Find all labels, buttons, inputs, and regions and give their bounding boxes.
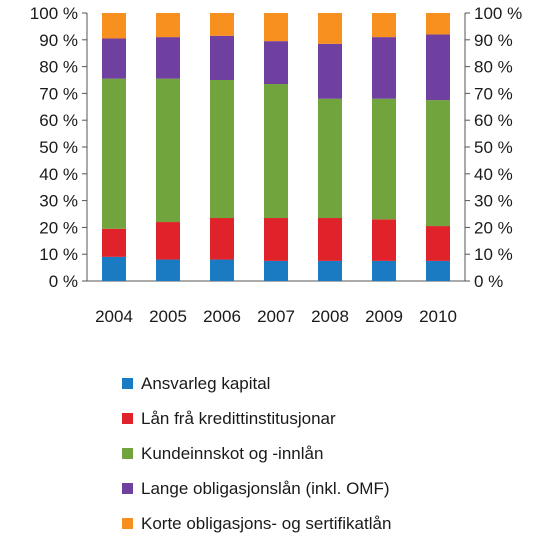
bar-segment bbox=[372, 37, 396, 99]
bar-segment bbox=[210, 218, 234, 260]
right-tick-label: 50 % bbox=[474, 138, 513, 157]
left-tick-label: 30 % bbox=[39, 192, 78, 211]
left-tick-label: 70 % bbox=[39, 84, 78, 103]
bar-segment bbox=[372, 219, 396, 261]
legend: Ansvarleg kapital Lån frå kredittinstitus… bbox=[122, 366, 391, 541]
bar-segment bbox=[264, 84, 288, 219]
legend-label: Ansvarleg kapital bbox=[141, 373, 271, 393]
legend-swatch bbox=[122, 448, 133, 459]
left-y-axis: 0 % 10 % 20 % 30 % 40 % 50 % 60 % 70 % 80 % 90 % 1… bbox=[30, 4, 465, 291]
bar-segment bbox=[318, 98, 342, 219]
legend-swatch bbox=[122, 378, 133, 389]
legend-item: Korte obligasjons- og sertifikatlån bbox=[122, 506, 391, 541]
right-tick-label: 0 % bbox=[474, 272, 503, 291]
right-tick-label: 90 % bbox=[474, 31, 513, 50]
legend-swatch bbox=[122, 483, 133, 494]
legend-item: Kundeinnskot og -innlån bbox=[122, 436, 391, 471]
x-tick-label: 2010 bbox=[419, 307, 457, 326]
bar-segment bbox=[210, 35, 234, 80]
bar-segment bbox=[264, 41, 288, 85]
bar-segment bbox=[372, 98, 396, 220]
legend-swatch bbox=[122, 518, 133, 529]
bar-segment bbox=[210, 13, 234, 36]
left-tick-label: 20 % bbox=[39, 218, 78, 237]
bar-segment bbox=[372, 260, 396, 281]
x-tick-label: 2006 bbox=[203, 307, 241, 326]
bar-segment bbox=[156, 78, 180, 223]
bar-segment bbox=[318, 13, 342, 44]
left-tick-label: 10 % bbox=[39, 245, 78, 264]
right-tick-label: 30 % bbox=[474, 192, 513, 211]
legend-label: Kundeinnskot og -innlån bbox=[141, 443, 324, 463]
bar-segment bbox=[156, 222, 180, 260]
bar-segment bbox=[156, 259, 180, 281]
x-axis-labels: 2004 2005 2006 2007 2008 2009 2010 bbox=[95, 307, 457, 326]
right-tick-label: 10 % bbox=[474, 245, 513, 264]
legend-item: Ansvarleg kapital bbox=[122, 366, 391, 401]
bar-segment bbox=[372, 13, 396, 38]
left-tick-label: 0 % bbox=[49, 272, 78, 291]
bar-segment bbox=[210, 80, 234, 219]
right-tick-label: 60 % bbox=[474, 111, 513, 130]
x-tick-label: 2005 bbox=[149, 307, 187, 326]
bar-segment bbox=[264, 218, 288, 261]
x-tick-label: 2004 bbox=[95, 307, 133, 326]
x-tick-label: 2007 bbox=[257, 307, 295, 326]
legend-swatch bbox=[122, 413, 133, 424]
bar-segment bbox=[156, 13, 180, 38]
legend-item: Lange obligasjonslån (inkl. OMF) bbox=[122, 471, 391, 506]
bar-segment bbox=[102, 38, 126, 79]
bar-segment bbox=[102, 256, 126, 281]
bar-segment bbox=[156, 37, 180, 79]
bar-segment bbox=[426, 13, 450, 35]
bar-segment bbox=[426, 100, 450, 227]
left-tick-label: 50 % bbox=[39, 138, 78, 157]
right-tick-label: 40 % bbox=[474, 165, 513, 184]
right-tick-label: 70 % bbox=[474, 84, 513, 103]
bar-segment bbox=[210, 259, 234, 281]
bar-segment bbox=[102, 78, 126, 229]
left-tick-label: 80 % bbox=[39, 58, 78, 77]
bar-segment bbox=[264, 13, 288, 42]
bar-stacks bbox=[102, 13, 450, 281]
legend-label: Lange obligasjonslån (inkl. OMF) bbox=[141, 478, 390, 498]
left-tick-label: 90 % bbox=[39, 31, 78, 50]
bar-segment bbox=[318, 218, 342, 261]
left-tick-label: 100 % bbox=[30, 4, 78, 23]
legend-label: Korte obligasjons- og sertifikatlån bbox=[141, 513, 392, 533]
bar-segment bbox=[102, 13, 126, 39]
bar-segment bbox=[102, 228, 126, 257]
bar-segment bbox=[426, 260, 450, 281]
left-tick-label: 60 % bbox=[39, 111, 78, 130]
right-tick-label: 100 % bbox=[474, 4, 522, 23]
bar-segment bbox=[264, 260, 288, 281]
right-tick-label: 20 % bbox=[474, 218, 513, 237]
bar-segment bbox=[318, 260, 342, 281]
bar-segment bbox=[318, 43, 342, 99]
left-tick-label: 40 % bbox=[39, 165, 78, 184]
x-tick-label: 2008 bbox=[311, 307, 349, 326]
legend-label: Lån frå kredittinstitusjonar bbox=[141, 408, 336, 428]
bar-segment bbox=[426, 34, 450, 101]
right-y-axis: 0 % 10 % 20 % 30 % 40 % 50 % 60 % 70 % 80 % 90 % 1… bbox=[464, 4, 522, 291]
right-tick-label: 80 % bbox=[474, 58, 513, 77]
legend-item: Lån frå kredittinstitusjonar bbox=[122, 401, 391, 436]
x-tick-label: 2009 bbox=[365, 307, 403, 326]
bar-segment bbox=[426, 226, 450, 261]
